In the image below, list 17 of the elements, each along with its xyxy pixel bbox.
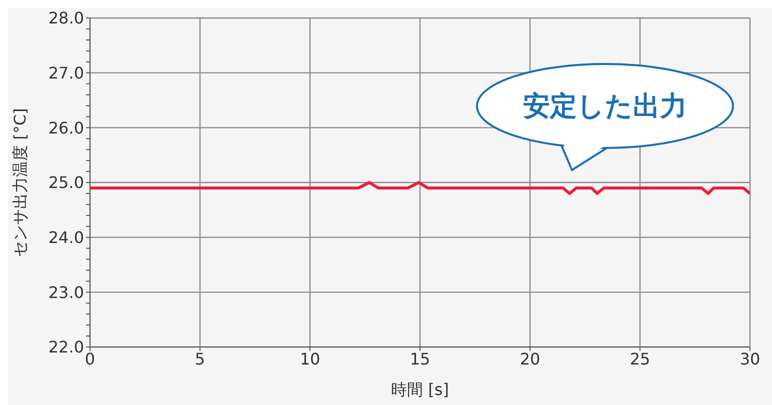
x-tick-label: 20 (520, 349, 540, 368)
x-tick-label: 5 (194, 349, 206, 368)
y-tick-label: 25.0 (48, 173, 84, 192)
y-tick-label: 22.0 (48, 338, 84, 357)
y-tick-label: 28.0 (48, 8, 84, 28)
x-tick-label: 15 (410, 349, 430, 368)
x-tick-label: 25 (630, 349, 650, 368)
y-tick-label: 26.0 (48, 118, 84, 138)
y-tick-label: 27.0 (48, 64, 84, 83)
x-tick-label: 30 (740, 349, 760, 368)
x-tick-label: 10 (300, 349, 320, 368)
x-axis-title: 時間 [s] (391, 380, 449, 399)
y-tick-label: 23.0 (48, 282, 84, 302)
y-axis-title: センサ出力温度 [°C] (10, 108, 30, 257)
x-tick-label: 0 (84, 349, 96, 368)
y-tick-label: 24.0 (48, 228, 84, 248)
annotation: 安定した出力 (522, 90, 688, 124)
